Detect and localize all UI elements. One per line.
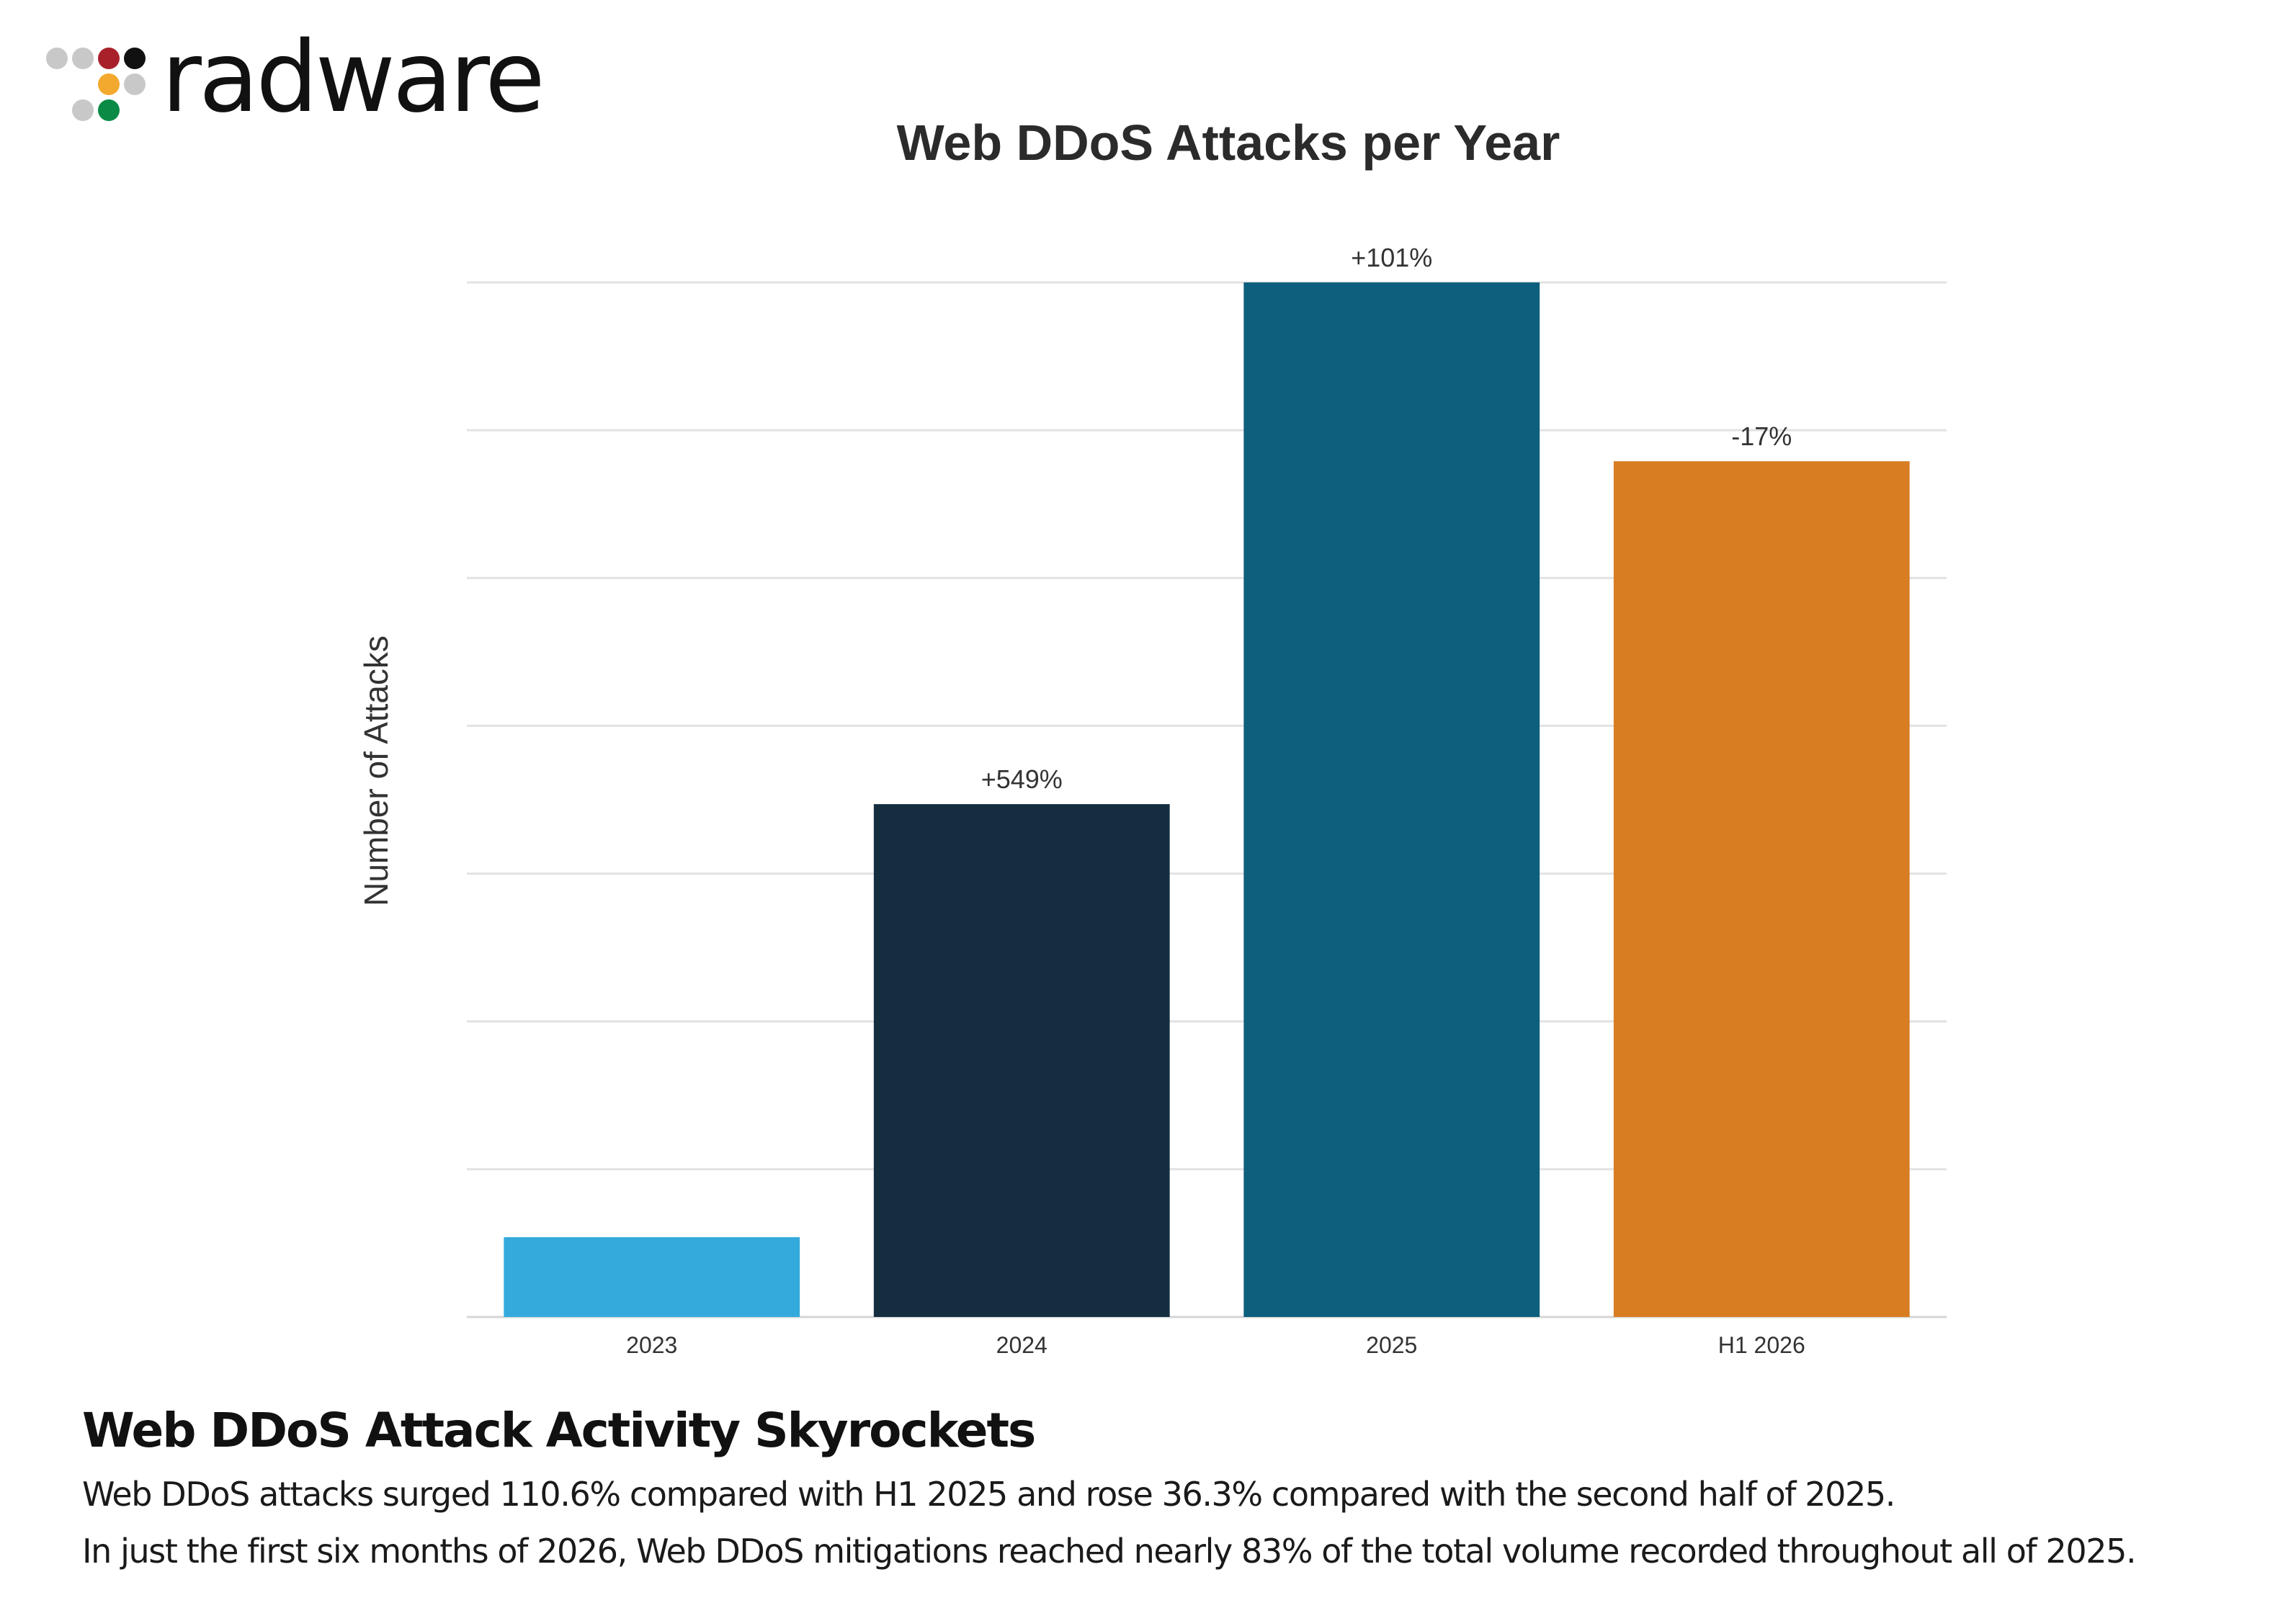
logo-dot (98, 73, 120, 95)
logo-dots-icon (46, 42, 154, 128)
x-tick-label: 2025 (1366, 1332, 1417, 1358)
bars (504, 282, 1910, 1317)
footer-heading: Web DDoS Attack Activity Skyrockets (82, 1403, 1036, 1458)
data-labels: +549% +101% -17% (981, 243, 1792, 794)
bar (1243, 282, 1540, 1317)
logo-dot (72, 99, 94, 121)
logo-dot (46, 48, 68, 69)
radware-logo: radware (46, 29, 545, 135)
logo-dot (124, 48, 146, 69)
bar (504, 1237, 800, 1317)
footer-line: In just the first six months of 2026, We… (82, 1532, 2137, 1571)
bar-chart: Web DDoS Attacks per Year Number of Atta… (357, 115, 1947, 1358)
logo-wordmark: radware (161, 21, 545, 135)
footer-line: Web DDoS attacks surged 110.6% compared … (82, 1474, 1895, 1514)
logo-dot (98, 99, 120, 121)
bar-data-label: +101% (1351, 243, 1432, 272)
bar (1613, 461, 1910, 1317)
footer-text-block: Web DDoS Attack Activity Skyrockets Web … (82, 1403, 2243, 1588)
x-tick-label: 2023 (626, 1332, 677, 1358)
x-tick-label: H1 2026 (1718, 1332, 1805, 1358)
chart-title: Web DDoS Attacks per Year (897, 115, 1560, 171)
bar-data-label: +549% (981, 764, 1063, 794)
logo-dot (72, 48, 94, 69)
logo-dot (98, 48, 120, 69)
x-tick-labels: 2023 2024 2025 H1 2026 (626, 1332, 1805, 1358)
bar-data-label: -17% (1731, 421, 1792, 451)
x-tick-label: 2024 (996, 1332, 1048, 1358)
logo-dot (124, 73, 146, 95)
bar (873, 804, 1170, 1317)
y-axis-label: Number of Attacks (357, 635, 395, 906)
